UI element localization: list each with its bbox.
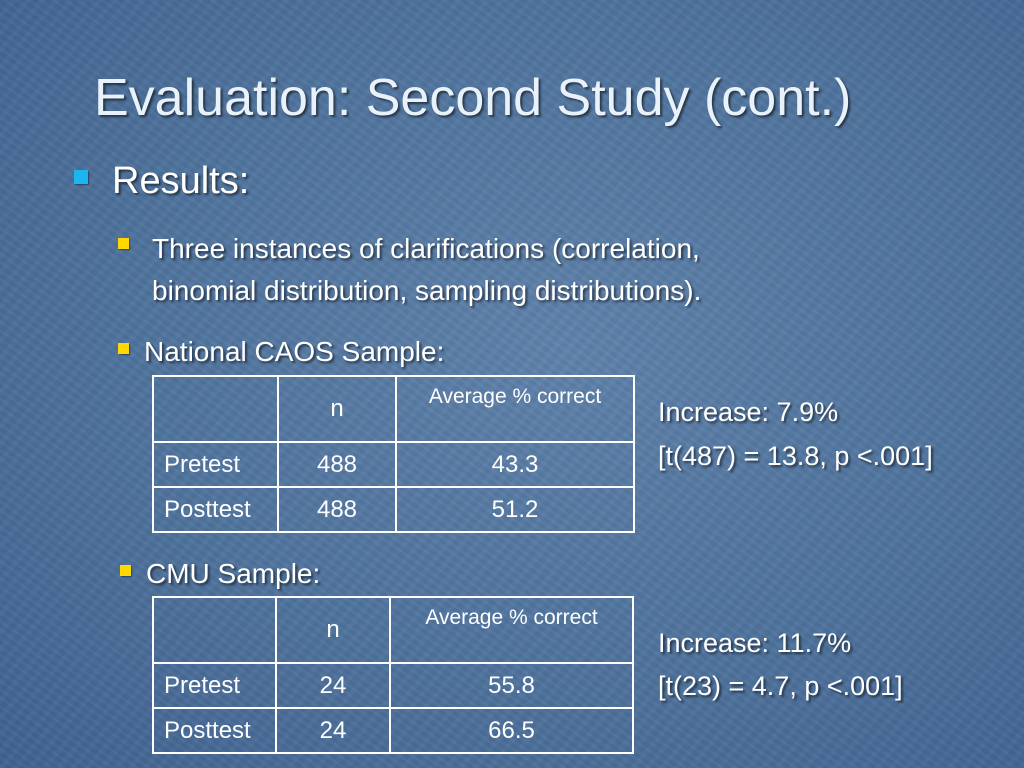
row-label: Posttest: [152, 486, 279, 533]
table-header-row: n Average % correct: [152, 375, 635, 443]
cmu-increase-text: Increase: 11.7%: [658, 628, 852, 658]
row-label: Posttest: [152, 707, 277, 754]
header-blank-cell: [152, 596, 277, 664]
row-label: Pretest: [152, 441, 279, 488]
cmu-sample-label: CMU Sample:: [146, 558, 321, 589]
cell-average: 55.8: [389, 662, 634, 709]
table-row: Posttest 24 66.5: [152, 707, 634, 754]
cmu-ttest-text: [t(23) = 4.7, p <.001]: [658, 671, 903, 701]
slide-title: Evaluation: Second Study (cont.): [94, 69, 852, 127]
national-increase-text: Increase: 7.9%: [658, 397, 839, 427]
cell-average: 51.2: [395, 486, 635, 533]
national-bullet-icon: [118, 343, 129, 354]
cmu-table: n Average % correct Pretest 24 55.8 Post…: [152, 596, 634, 754]
header-n: n: [275, 596, 391, 664]
cell-n: 488: [277, 441, 397, 488]
header-n: n: [277, 375, 397, 443]
results-heading: Results:: [112, 160, 250, 202]
cell-n: 488: [277, 486, 397, 533]
clarifications-line-2: binomial distribution, sampling distribu…: [152, 275, 702, 306]
clarifications-bullet-icon: [118, 238, 129, 249]
results-bullet-icon: [74, 170, 88, 184]
table-row: Pretest 24 55.8: [152, 662, 634, 709]
table-header-row: n Average % correct: [152, 596, 634, 664]
cell-average: 43.3: [395, 441, 635, 488]
header-average-correct: Average % correct: [395, 375, 635, 443]
row-label: Pretest: [152, 662, 277, 709]
table-row: Posttest 488 51.2: [152, 486, 635, 533]
cell-n: 24: [275, 662, 391, 709]
cell-average: 66.5: [389, 707, 634, 754]
cell-n: 24: [275, 707, 391, 754]
header-average-correct: Average % correct: [389, 596, 634, 664]
header-blank-cell: [152, 375, 279, 443]
cmu-bullet-icon: [120, 565, 131, 576]
table-row: Pretest 488 43.3: [152, 441, 635, 488]
national-ttest-text: [t(487) = 13.8, p <.001]: [658, 441, 933, 471]
national-sample-label: National CAOS Sample:: [144, 336, 445, 367]
clarifications-line-1: Three instances of clarifications (corre…: [152, 233, 700, 264]
national-caos-table: n Average % correct Pretest 488 43.3 Pos…: [152, 375, 635, 533]
